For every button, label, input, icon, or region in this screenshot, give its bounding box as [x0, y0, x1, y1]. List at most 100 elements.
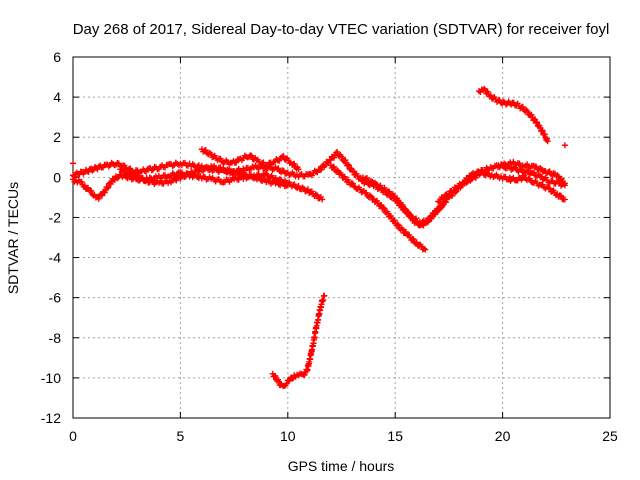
data-point	[454, 185, 461, 192]
data-point	[115, 160, 122, 167]
data-point	[363, 189, 370, 196]
data-point	[386, 188, 393, 195]
x-tick-label: 25	[602, 428, 618, 444]
data-point	[322, 162, 329, 169]
data-point	[434, 208, 441, 215]
data-point	[321, 292, 328, 299]
x-tick-label: 10	[280, 428, 296, 444]
data-point	[381, 205, 388, 212]
data-point	[344, 161, 351, 168]
x-axis-label: GPS time / hours	[288, 458, 395, 474]
data-point	[314, 192, 321, 199]
data-point	[143, 176, 150, 183]
y-tick-label: -6	[49, 290, 62, 306]
data-point	[424, 219, 431, 226]
data-point	[437, 205, 444, 212]
data-point	[544, 138, 551, 145]
data-point	[104, 185, 111, 192]
data-point	[484, 88, 491, 95]
data-point	[391, 217, 398, 224]
data-point	[445, 191, 452, 198]
data-point	[334, 148, 341, 155]
data-point	[264, 162, 271, 169]
data-point	[330, 163, 337, 170]
data-point	[364, 175, 371, 182]
data-point	[114, 175, 121, 182]
data-point	[367, 192, 374, 199]
data-point	[349, 180, 356, 187]
data-point	[555, 173, 562, 180]
data-point	[341, 173, 348, 180]
data-point	[441, 195, 448, 202]
y-tick-label: -2	[49, 209, 62, 225]
data-point	[217, 155, 224, 162]
y-tick-label: 2	[53, 129, 61, 145]
data-point	[391, 192, 398, 199]
data-point	[344, 176, 351, 183]
data-point	[380, 204, 387, 211]
data-point	[318, 166, 325, 173]
data-point	[394, 221, 401, 228]
data-point	[487, 92, 494, 99]
y-tick-label: -12	[41, 410, 61, 426]
data-point	[81, 182, 88, 189]
x-tick-label: 20	[495, 428, 511, 444]
data-point	[519, 103, 526, 110]
data-point	[285, 377, 292, 384]
data-point	[381, 184, 388, 191]
data-point	[334, 167, 341, 174]
y-tick-label: 4	[53, 89, 61, 105]
data-point	[528, 111, 535, 118]
y-tick-label: 0	[53, 169, 61, 185]
data-point	[439, 202, 446, 209]
data-point	[291, 160, 298, 167]
data-point	[101, 189, 108, 196]
data-point	[338, 153, 345, 160]
data-point	[350, 168, 357, 175]
data-point	[436, 199, 443, 206]
data-point	[78, 178, 85, 185]
data-point	[272, 373, 279, 380]
gridlines	[73, 57, 610, 418]
data-point	[308, 188, 315, 195]
x-tick-label: 5	[177, 428, 185, 444]
data-point	[233, 159, 240, 166]
data-point	[342, 157, 349, 164]
data-point	[98, 192, 105, 199]
data-point	[95, 195, 102, 202]
data-point	[524, 108, 531, 115]
y-tick-label: -4	[49, 250, 62, 266]
data-point	[295, 166, 302, 173]
data-point	[500, 98, 507, 105]
axis-ticks: 0 5 10 15 20 25 -12 -10 -8 -6 -4 -2 0 2 4 6	[41, 49, 618, 444]
x-tick-label: 0	[69, 428, 77, 444]
data-point	[330, 154, 337, 161]
data-point	[442, 199, 449, 206]
data-point	[561, 142, 568, 149]
data-point	[406, 231, 413, 238]
data-point	[399, 226, 406, 233]
data-point	[496, 97, 503, 104]
data-point	[280, 153, 287, 160]
plot-frame	[72, 56, 611, 419]
data-point	[413, 239, 420, 246]
y-axis-label: SDTVAR / TECUs	[5, 182, 21, 294]
data-point	[541, 131, 548, 138]
data-point	[561, 182, 568, 189]
data-point	[399, 202, 406, 209]
data-point	[349, 167, 356, 174]
data-points	[70, 85, 568, 390]
data-point	[407, 212, 414, 219]
chart-title: Day 268 of 2017, Sidereal Day-to-day VTE…	[73, 21, 610, 38]
y-tick-label: -10	[41, 370, 61, 386]
data-point	[312, 191, 319, 198]
data-point	[422, 246, 429, 253]
y-tick-label: -8	[49, 330, 62, 346]
data-point	[88, 187, 95, 194]
data-point	[89, 167, 96, 174]
data-point	[410, 236, 417, 243]
data-point	[539, 127, 546, 134]
data-point	[561, 196, 568, 203]
